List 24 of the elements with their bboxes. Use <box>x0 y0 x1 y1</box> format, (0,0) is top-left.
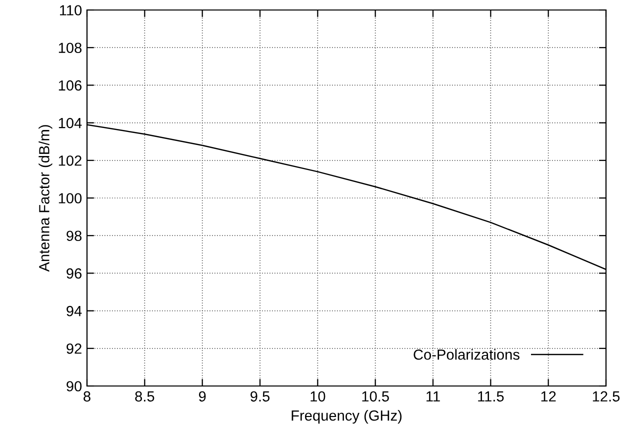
y-tick-label: 104 <box>58 118 82 128</box>
y-tick-label: 106 <box>58 80 82 91</box>
x-tick-label: 10.5 <box>362 391 389 402</box>
y-tick-label: 94 <box>66 306 82 316</box>
x-tick-label: 8.5 <box>135 391 154 402</box>
x-tick-label: 11 <box>426 391 440 402</box>
y-tick-label: 110 <box>60 5 82 16</box>
y-tick-label: 98 <box>66 230 82 242</box>
x-tick-label: 11.5 <box>478 391 504 402</box>
y-axis-title: Antenna Factor (dB/m) <box>38 125 52 272</box>
y-tick-label: 102 <box>58 156 82 166</box>
legend-label: Co-Polarizations <box>414 349 520 360</box>
x-tick-label: 10 <box>310 391 326 402</box>
y-tick-label: 100 <box>58 193 82 204</box>
x-axis-title: Frequency (GHz) <box>292 410 402 424</box>
y-tick-label: 92 <box>66 344 82 354</box>
y-tick-label: 90 <box>66 381 82 392</box>
x-tick-label: 9.5 <box>250 391 270 402</box>
x-tick-label: 12 <box>541 391 556 402</box>
x-tick-label: 9 <box>198 391 206 402</box>
x-tick-label: 8 <box>84 391 90 402</box>
x-tick-label: 12.5 <box>592 391 620 402</box>
y-tick-label: 96 <box>66 268 82 279</box>
y-tick-label: 108 <box>58 42 82 54</box>
